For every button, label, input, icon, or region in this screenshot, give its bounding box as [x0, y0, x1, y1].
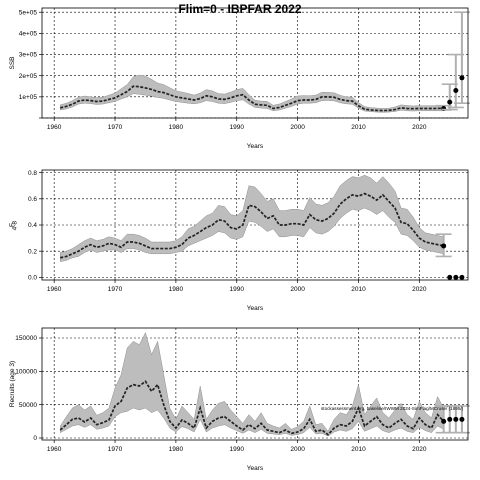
y-axis-label: F: [9, 223, 16, 227]
x-tick-label: 1980: [169, 124, 184, 131]
y-tick-label: 0.6: [28, 196, 37, 203]
x-tick-label: 1990: [230, 124, 245, 131]
x-tick-label: 1960: [47, 446, 62, 453]
y-tick-label: 50000: [19, 402, 37, 409]
x-axis-label: Years: [247, 305, 264, 312]
y-tick-label: 0.8: [28, 170, 37, 177]
y-tick-label: 5e+05: [19, 9, 38, 16]
y-axis-label: Recruits (age 3): [9, 361, 16, 407]
x-tick-label: 1990: [230, 286, 245, 293]
x-tick-label: 2000: [290, 124, 305, 131]
watermark-text: stockassessment.org, baseline/IWWM 2024-…: [321, 406, 464, 411]
y-axis-label: SSB: [9, 56, 16, 69]
forecast-point: [447, 416, 453, 422]
forecast-point: [459, 75, 465, 81]
forecast-point: [453, 416, 459, 422]
y-tick-label: 0.2: [28, 248, 37, 255]
x-tick-label: 2020: [412, 286, 427, 293]
x-tick-label: 1960: [47, 286, 62, 293]
forecast-point: [459, 274, 465, 280]
x-tick-label: 1980: [169, 446, 184, 453]
ssb-panel: 1960 1970 1980 1990 2000 2010 2020 1e+05 2e+05 3e…: [9, 7, 470, 150]
y-tick-label: 0.4: [28, 222, 37, 229]
y-tick-label: 150000: [15, 335, 37, 342]
x-tick-label: 1970: [108, 446, 123, 453]
x-tick-label: 1960: [47, 124, 62, 131]
x-tick-label: 2010: [351, 124, 366, 131]
x-tick-label: 1970: [108, 286, 123, 293]
y-tick-label: 1e+05: [19, 94, 38, 101]
x-axis-label: Years: [247, 143, 264, 150]
estimate-line: [60, 85, 444, 112]
x-tick-label: 2000: [290, 446, 305, 453]
forecast-point: [459, 416, 465, 422]
forecast-point: [453, 274, 459, 280]
y-tick-label: 100000: [15, 369, 37, 376]
y-tick-label: 0: [33, 435, 37, 442]
forecast-point: [441, 243, 447, 249]
estimate-line: [59, 380, 445, 436]
x-tick-label: 1970: [108, 124, 123, 131]
fishing-mortality-panel: 1960 1970 1980 1990 2000 2010 2020 0.0 0.2 0.4 0.6…: [9, 169, 469, 312]
y-tick-label: 3e+05: [19, 52, 38, 59]
figure-title: Flim=0 - IBPFAR 2022: [178, 2, 301, 16]
x-tick-label: 2010: [351, 446, 366, 453]
y-tick-label: 0.0: [28, 275, 37, 282]
y-axis-label-subscript: 4-8: [12, 221, 19, 231]
y-tick-label: 4e+05: [19, 31, 38, 38]
plot-frame: [41, 7, 469, 119]
forecast-point: [447, 274, 453, 280]
x-axis-label: Years: [247, 465, 264, 472]
estimate-line: [60, 192, 444, 259]
x-tick-label: 2000: [290, 286, 305, 293]
forecast-point: [441, 418, 447, 424]
forecast-point: [453, 88, 459, 93]
plot-frame: [41, 327, 469, 441]
x-tick-label: 2020: [412, 446, 427, 453]
x-tick-label: 2020: [412, 124, 427, 131]
x-tick-label: 2010: [351, 286, 366, 293]
forecast-point: [447, 99, 453, 105]
x-tick-label: 1980: [169, 286, 184, 293]
recruits-panel: 1960 1970 1980 1990 2000 2010 2020 0 50000 100000…: [9, 327, 470, 472]
y-tick-label: 2e+05: [19, 73, 38, 80]
x-tick-label: 1990: [230, 446, 245, 453]
